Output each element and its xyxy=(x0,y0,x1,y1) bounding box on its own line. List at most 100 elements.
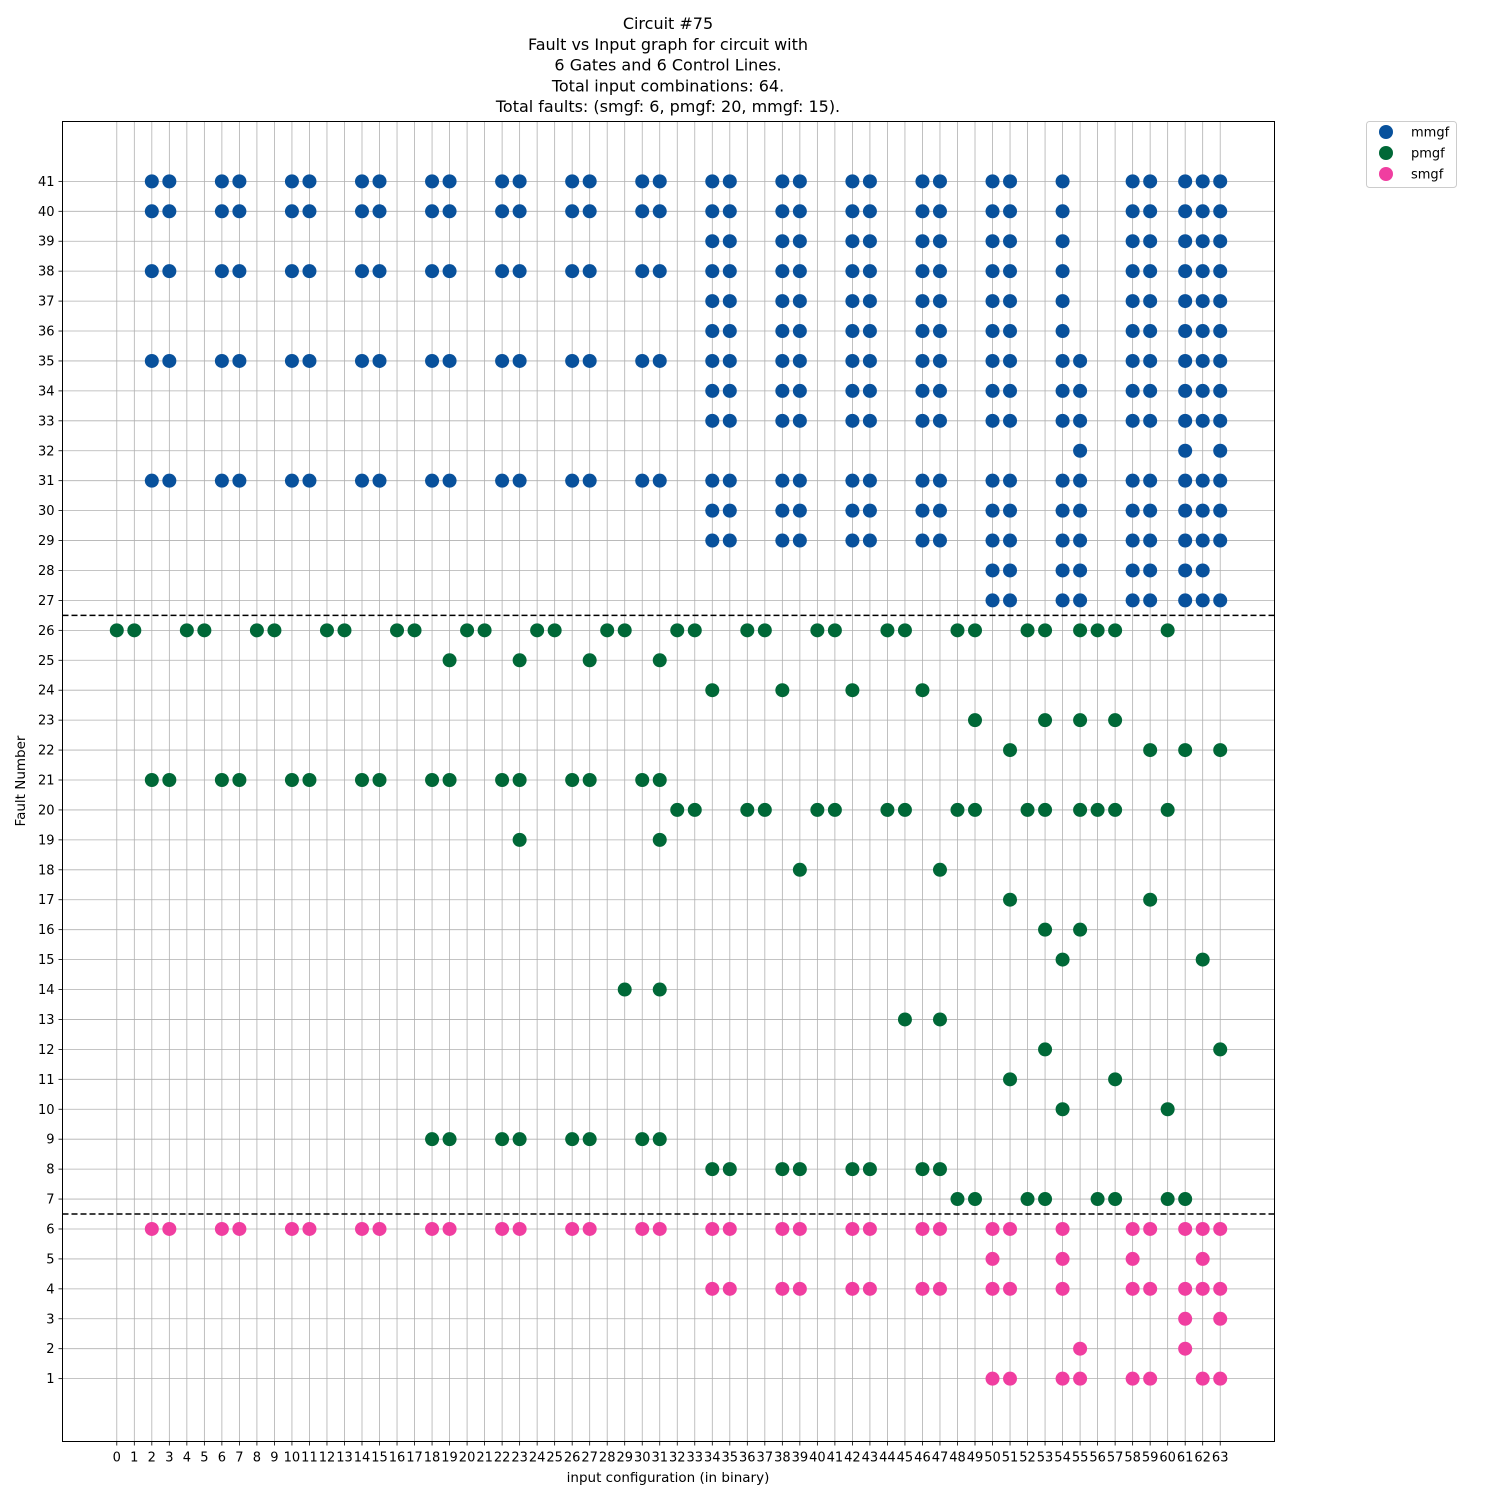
mmgf-point xyxy=(705,324,720,339)
mmgf-point xyxy=(1073,563,1088,578)
mmgf-point xyxy=(915,383,930,398)
y-tick-label: 25 xyxy=(38,654,55,669)
mmgf-point xyxy=(425,473,440,488)
mmgf-point xyxy=(845,174,860,189)
smgf-point xyxy=(1055,1251,1070,1266)
mmgf-point xyxy=(1073,353,1088,368)
mmgf-point xyxy=(722,204,737,219)
mmgf-point xyxy=(985,413,1000,428)
x-tick-label: 60 xyxy=(1159,1451,1176,1466)
x-tick-label: 11 xyxy=(301,1451,318,1466)
smgf-point xyxy=(582,1221,597,1236)
x-tick-label: 10 xyxy=(284,1451,301,1466)
pmgf-point xyxy=(425,1132,440,1147)
mmgf-point xyxy=(652,264,667,279)
legend-label-mmgf: mmgf xyxy=(1411,126,1450,141)
mmgf-point xyxy=(1195,294,1210,309)
chart-title-line: Total input combinations: 64. xyxy=(551,76,784,95)
smgf-point xyxy=(915,1221,930,1236)
x-tick-label: 29 xyxy=(616,1451,633,1466)
pmgf-point xyxy=(897,1012,912,1027)
mmgf-point xyxy=(425,353,440,368)
mmgf-point xyxy=(792,413,807,428)
mmgf-point xyxy=(1073,443,1088,458)
mmgf-point xyxy=(932,294,947,309)
mmgf-point xyxy=(932,204,947,219)
mmgf-point xyxy=(1178,593,1193,608)
mmgf-point xyxy=(302,204,317,219)
pmgf-point xyxy=(1108,713,1123,728)
pmgf-point xyxy=(144,773,159,788)
mmgf-point xyxy=(1055,353,1070,368)
y-tick-label: 19 xyxy=(38,833,55,848)
mmgf-point xyxy=(1178,353,1193,368)
separator-lines xyxy=(62,614,1275,1215)
legend-marker-mmgf xyxy=(1379,125,1393,139)
mmgf-point xyxy=(162,174,177,189)
pmgf-point xyxy=(687,802,702,817)
mmgf-point xyxy=(1125,473,1140,488)
mmgf-point xyxy=(1195,593,1210,608)
mmgf-point xyxy=(1125,353,1140,368)
pmgf-point xyxy=(722,1162,737,1177)
mmgf-point xyxy=(845,204,860,219)
mmgf-point xyxy=(1195,324,1210,339)
legend-marker-smgf xyxy=(1379,167,1393,181)
mmgf-point xyxy=(1055,413,1070,428)
x-tick-label: 6 xyxy=(218,1451,226,1466)
mmgf-point xyxy=(1073,593,1088,608)
smgf-point xyxy=(1195,1221,1210,1236)
plot-frame xyxy=(62,121,1275,1442)
smgf-point xyxy=(932,1221,947,1236)
mmgf-point xyxy=(1213,533,1228,548)
mmgf-point xyxy=(1073,473,1088,488)
mmgf-point xyxy=(862,234,877,249)
mmgf-point xyxy=(775,473,790,488)
pmgf-point xyxy=(1038,922,1053,937)
x-tick-label: 37 xyxy=(757,1451,774,1466)
mmgf-point xyxy=(1003,383,1018,398)
x-tick-label: 54 xyxy=(1054,1451,1071,1466)
x-tick-label: 44 xyxy=(879,1451,896,1466)
chart-title-line: Total faults: (smgf: 6, pmgf: 20, mmgf: … xyxy=(495,97,840,116)
smgf-point xyxy=(722,1281,737,1296)
mmgf-point xyxy=(985,264,1000,279)
mmgf-point xyxy=(1055,234,1070,249)
pmgf-point xyxy=(127,623,142,638)
mmgf-point xyxy=(775,234,790,249)
pmgf-point xyxy=(442,773,457,788)
y-tick-label: 26 xyxy=(38,624,55,639)
y-tick-label: 29 xyxy=(38,534,55,549)
mmgf-point xyxy=(792,533,807,548)
mmgf-point xyxy=(1195,353,1210,368)
mmgf-point xyxy=(775,174,790,189)
x-tick-label: 27 xyxy=(581,1451,598,1466)
mmgf-point xyxy=(985,174,1000,189)
mmgf-point xyxy=(1143,473,1158,488)
pmgf-point xyxy=(1178,1192,1193,1207)
y-tick-label: 34 xyxy=(38,384,55,399)
pmgf-point xyxy=(897,802,912,817)
smgf-point xyxy=(1195,1281,1210,1296)
chart-title-line: Fault vs Input graph for circuit with xyxy=(528,35,808,54)
mmgf-point xyxy=(582,174,597,189)
smgf-point xyxy=(862,1221,877,1236)
pmgf-point xyxy=(1038,623,1053,638)
mmgf-point xyxy=(1213,473,1228,488)
mmgf-point xyxy=(1055,533,1070,548)
smgf-point xyxy=(1003,1371,1018,1386)
mmgf-point xyxy=(565,174,580,189)
pmgf-point xyxy=(968,802,983,817)
pmgf-point xyxy=(1108,1072,1123,1087)
mmgf-point xyxy=(915,324,930,339)
y-tick-label: 11 xyxy=(38,1073,55,1088)
mmgf-point xyxy=(792,234,807,249)
mmgf-point xyxy=(862,174,877,189)
mmgf-point xyxy=(845,234,860,249)
x-tick-label: 23 xyxy=(511,1451,528,1466)
y-tick-label: 28 xyxy=(38,564,55,579)
mmgf-point xyxy=(1003,324,1018,339)
mmgf-point xyxy=(635,353,650,368)
x-tick-label: 30 xyxy=(634,1451,651,1466)
mmgf-point xyxy=(915,503,930,518)
